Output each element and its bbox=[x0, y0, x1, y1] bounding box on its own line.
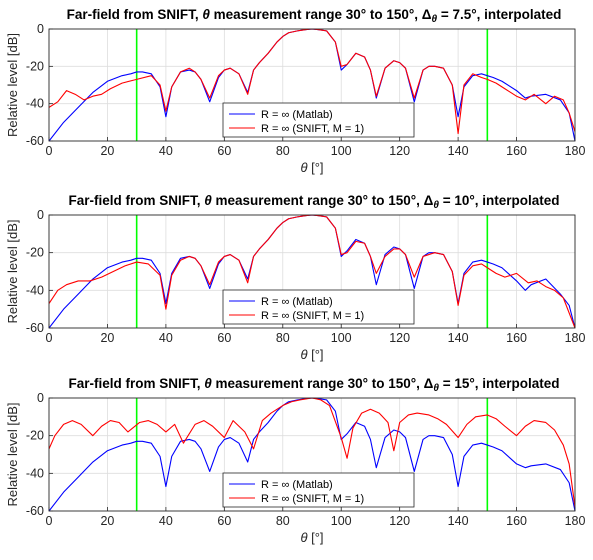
axes-box bbox=[48, 214, 576, 329]
title-theta: θ bbox=[204, 193, 212, 208]
legend-label-snift: R = ∞ (SNIFT, M = 1) bbox=[261, 310, 364, 322]
y-tick-label: -20 bbox=[26, 429, 44, 443]
x-tick-label: 60 bbox=[217, 331, 231, 345]
legend: R = ∞ (Matlab) R = ∞ (SNIFT, M = 1) bbox=[222, 472, 415, 508]
x-tick-label: 60 bbox=[217, 144, 231, 158]
title-subscript: θ bbox=[433, 383, 439, 394]
x-tick-label: 120 bbox=[389, 144, 410, 158]
axes-box bbox=[48, 28, 576, 142]
legend-label-snift: R = ∞ (SNIFT, M = 1) bbox=[261, 493, 364, 505]
title-text: Far-field from SNIFT, bbox=[68, 193, 204, 208]
title-theta: θ bbox=[204, 376, 212, 391]
x-tick-label: 120 bbox=[389, 331, 410, 345]
x-tick-label: 140 bbox=[448, 331, 469, 345]
axes-box bbox=[48, 397, 576, 512]
y-tick-label: -40 bbox=[26, 283, 44, 297]
x-tick-label: 140 bbox=[448, 514, 469, 528]
x-axis-label-unit: [°] bbox=[308, 530, 324, 545]
x-axis-label-symbol: θ bbox=[300, 160, 307, 175]
x-tick-label: 0 bbox=[46, 144, 53, 158]
title-text: Far-field from SNIFT, bbox=[67, 7, 203, 22]
legend-box bbox=[222, 102, 415, 138]
x-tick-label: 20 bbox=[100, 514, 114, 528]
legend-label-matlab: R = ∞ (Matlab) bbox=[261, 109, 333, 121]
legend-label-matlab: R = ∞ (Matlab) bbox=[261, 296, 333, 308]
title-text: = 7.5°, interpolated bbox=[437, 7, 561, 22]
chart-title: Far-field from SNIFT, θ measurement rang… bbox=[68, 376, 559, 394]
title-delta: Δ bbox=[424, 193, 434, 208]
chart-panel-3: 0 20 40 60 80 100 120 140 160 180 0 -20 -40 -60 Far-fi… bbox=[5, 376, 585, 545]
series-line-matlab bbox=[49, 397, 575, 512]
x-tick-label: 20 bbox=[100, 331, 114, 345]
y-tick-label: -40 bbox=[26, 466, 44, 480]
x-tick-label: 100 bbox=[331, 144, 352, 158]
x-axis-label: θ [°] bbox=[300, 347, 323, 362]
title-text: = 15°, interpolated bbox=[439, 376, 560, 391]
legend-box bbox=[222, 289, 415, 325]
x-tick-label: 120 bbox=[389, 514, 410, 528]
legend: R = ∞ (Matlab) R = ∞ (SNIFT, M = 1) bbox=[222, 102, 415, 138]
title-theta: θ bbox=[202, 7, 210, 22]
title-text: = 10°, interpolated bbox=[439, 193, 560, 208]
y-tick-label: -60 bbox=[26, 134, 44, 148]
series-line-snift bbox=[49, 397, 575, 508]
x-tick-label: 160 bbox=[506, 144, 527, 158]
x-tick-label: 0 bbox=[46, 514, 53, 528]
y-tick-label: -20 bbox=[26, 246, 44, 260]
y-axis-label: Relative level [dB] bbox=[5, 33, 20, 137]
x-tick-label: 100 bbox=[331, 514, 352, 528]
y-tick-label: 0 bbox=[37, 22, 44, 36]
x-tick-label: 100 bbox=[331, 331, 352, 345]
x-tick-label: 20 bbox=[100, 144, 114, 158]
y-tick-label: -60 bbox=[26, 504, 44, 518]
x-tick-label: 0 bbox=[46, 331, 53, 345]
legend: R = ∞ (Matlab) R = ∞ (SNIFT, M = 1) bbox=[222, 289, 415, 325]
chart-title: Far-field from SNIFT, θ measurement rang… bbox=[67, 7, 562, 25]
y-tick-label: -20 bbox=[26, 59, 44, 73]
x-axis-label-symbol: θ bbox=[300, 347, 307, 362]
x-axis-label: θ [°] bbox=[300, 160, 323, 175]
title-delta: Δ bbox=[424, 376, 434, 391]
series-line-snift bbox=[49, 28, 575, 135]
title-text: measurement range 30° to 150°, bbox=[210, 7, 422, 22]
x-axis-label-symbol: θ bbox=[300, 530, 307, 545]
x-tick-label: 40 bbox=[159, 144, 173, 158]
x-tick-label: 40 bbox=[159, 514, 173, 528]
y-axis-label: Relative level [dB] bbox=[5, 219, 20, 323]
title-subscript: θ bbox=[433, 200, 439, 211]
title-subscript: θ bbox=[432, 14, 438, 25]
x-tick-label: 180 bbox=[565, 331, 586, 345]
y-tick-label: -40 bbox=[26, 97, 44, 111]
x-tick-label: 80 bbox=[276, 514, 290, 528]
y-tick-label: -60 bbox=[26, 321, 44, 335]
legend-label-snift: R = ∞ (SNIFT, M = 1) bbox=[261, 123, 364, 135]
x-axis-label-unit: [°] bbox=[308, 160, 324, 175]
chart-panel-2: 0 20 40 60 80 100 120 140 160 180 0 -20 -40 -60 Far-fi… bbox=[5, 193, 585, 362]
legend-box bbox=[222, 472, 415, 508]
x-tick-label: 180 bbox=[565, 514, 586, 528]
title-text: measurement range 30° to 150°, bbox=[212, 193, 424, 208]
y-tick-label: 0 bbox=[37, 208, 44, 222]
legend-label-matlab: R = ∞ (Matlab) bbox=[261, 479, 333, 491]
x-axis-label-unit: [°] bbox=[308, 347, 324, 362]
x-tick-label: 80 bbox=[276, 331, 290, 345]
y-tick-label: 0 bbox=[37, 391, 44, 405]
title-delta: Δ bbox=[422, 7, 432, 22]
title-text: Far-field from SNIFT, bbox=[68, 376, 204, 391]
y-axis-label: Relative level [dB] bbox=[5, 402, 20, 506]
title-text: measurement range 30° to 150°, bbox=[212, 376, 424, 391]
chart-title: Far-field from SNIFT, θ measurement rang… bbox=[68, 193, 559, 211]
x-axis-label: θ [°] bbox=[300, 530, 323, 545]
series-line-snift bbox=[49, 214, 575, 329]
x-tick-label: 160 bbox=[506, 331, 527, 345]
x-tick-label: 160 bbox=[506, 514, 527, 528]
x-tick-label: 180 bbox=[565, 144, 586, 158]
x-tick-label: 40 bbox=[159, 331, 173, 345]
x-tick-label: 60 bbox=[217, 514, 231, 528]
chart-panel-1: 0 20 40 60 80 100 120 140 160 180 0 -20 -40 -60 Far-fi… bbox=[5, 7, 585, 175]
x-tick-label: 140 bbox=[448, 144, 469, 158]
x-tick-label: 80 bbox=[276, 144, 290, 158]
